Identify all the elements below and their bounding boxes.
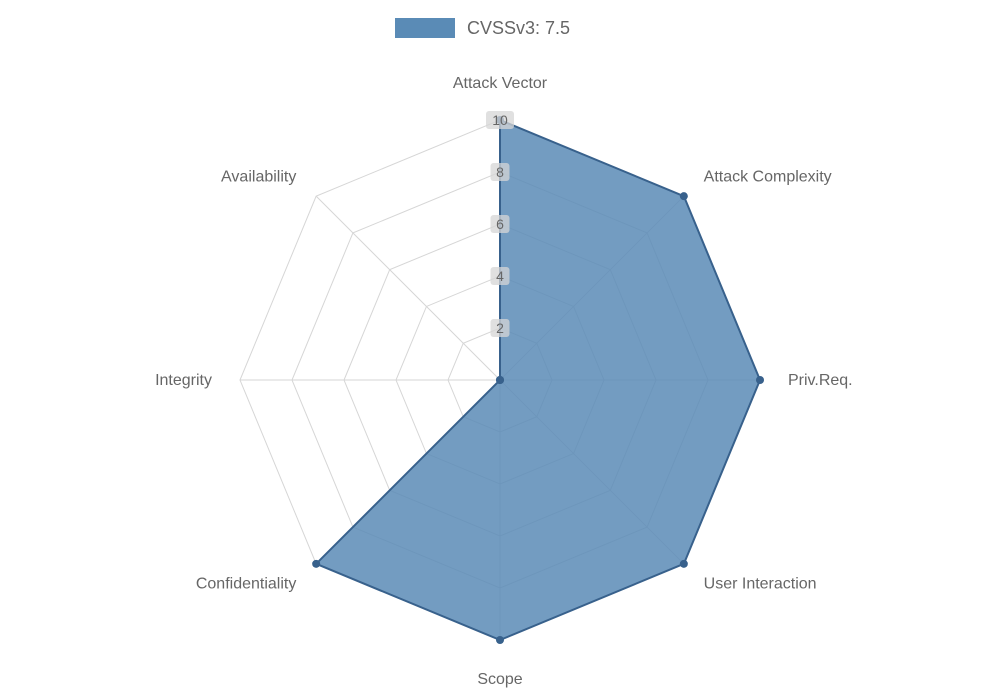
tick-label-4: 4	[496, 268, 504, 284]
legend-label: CVSSv3: 7.5	[467, 18, 570, 38]
tick-label-10: 10	[492, 112, 508, 128]
axis-label-attack_vector: Attack Vector	[453, 75, 548, 92]
series-point-confidentiality	[312, 560, 320, 568]
tick-label-2: 2	[496, 320, 504, 336]
legend-swatch	[395, 18, 455, 38]
axis-label-priv_req: Priv.Req.	[788, 372, 853, 389]
series-point-attack_complexity	[680, 192, 688, 200]
axis-label-scope: Scope	[477, 671, 522, 688]
axis-label-availability: Availability	[221, 168, 296, 185]
axis-label-attack_complexity: Attack Complexity	[704, 168, 832, 185]
series-point-availability	[496, 376, 504, 384]
series-point-user_interaction	[680, 560, 688, 568]
series-point-priv_req	[756, 376, 764, 384]
radar-svg: 2 4 6 8 10 Attack Vector Attack Complexity Pri…	[0, 0, 1000, 700]
chart-legend: CVSSv3: 7.5	[395, 18, 570, 38]
axis-label-integrity: Integrity	[155, 372, 212, 389]
cvss-radar-chart: 2 4 6 8 10 Attack Vector Attack Complexity Pri…	[0, 0, 1000, 700]
axis-label-user_interaction: User Interaction	[704, 576, 817, 593]
axis-label-confidentiality: Confidentiality	[196, 576, 297, 593]
tick-label-8: 8	[496, 164, 504, 180]
series-point-scope	[496, 636, 504, 644]
tick-label-6: 6	[496, 216, 504, 232]
